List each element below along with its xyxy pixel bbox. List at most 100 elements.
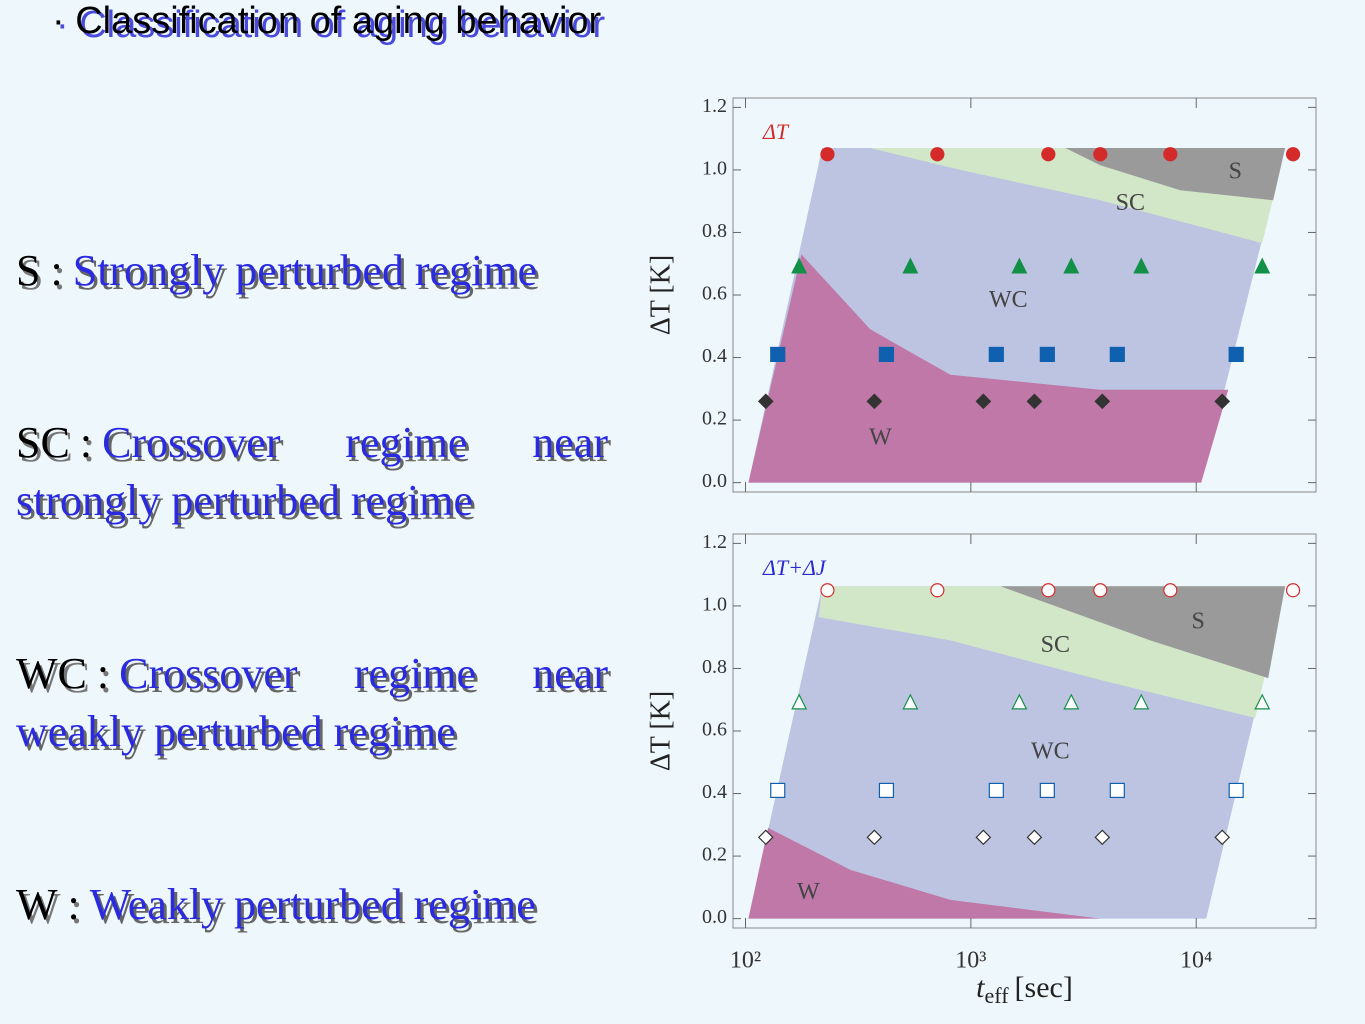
marker xyxy=(1109,346,1125,363)
marker xyxy=(770,346,786,363)
marker xyxy=(820,583,835,598)
marker xyxy=(866,829,883,846)
regime-description: Crossover regime near weakly perturbed r… xyxy=(16,649,608,756)
x-tick-label: 10⁴ xyxy=(1180,948,1212,974)
regime-description: Weakly perturbed regime xyxy=(89,880,536,929)
y-axis-label: ΔT [K] xyxy=(645,255,676,335)
marker xyxy=(988,782,1004,799)
marker xyxy=(1254,693,1271,710)
x-label-main: t xyxy=(976,971,985,1004)
y-tick-label: 0.2 xyxy=(702,408,727,430)
x-label-sub: eff xyxy=(985,983,1010,1008)
y-tick-label: 1.2 xyxy=(702,531,727,553)
y-tick-label: 0.0 xyxy=(702,906,727,928)
y-tick-label: 0.6 xyxy=(702,283,727,305)
marker xyxy=(1093,583,1108,598)
marker xyxy=(866,393,883,410)
regime-code: SC xyxy=(16,418,70,467)
marker xyxy=(1094,393,1111,410)
region-label: SC xyxy=(1116,190,1145,216)
regime-item: W: Weakly perturbed regime xyxy=(16,876,608,934)
marker xyxy=(930,147,945,162)
region-label: WC xyxy=(989,287,1028,313)
y-tick-label: 0.8 xyxy=(702,220,727,242)
marker xyxy=(1026,829,1043,846)
regime-code: WC xyxy=(16,649,87,698)
x-tick-label: 10² xyxy=(730,948,761,974)
marker xyxy=(791,257,808,274)
regime-item: SC: Crossover regime near strongly pertur… xyxy=(16,414,608,530)
marker xyxy=(1011,693,1028,710)
slide-title: · Classification of aging behavior xyxy=(52,0,602,42)
marker xyxy=(1011,257,1028,274)
marker xyxy=(878,782,895,799)
marker xyxy=(1063,693,1080,710)
marker xyxy=(1254,257,1271,274)
x-tick-label: 10³ xyxy=(955,948,986,974)
marker xyxy=(1094,829,1111,846)
regime-region xyxy=(1065,148,1286,201)
marker xyxy=(988,346,1004,363)
marker xyxy=(1133,257,1150,274)
regime-item: S: Strongly perturbed regime xyxy=(16,242,608,300)
regime-description: Strongly perturbed regime xyxy=(72,246,538,295)
marker xyxy=(1285,147,1301,162)
region-label: S xyxy=(1191,609,1204,635)
regime-code: W xyxy=(16,880,58,929)
marker xyxy=(1163,583,1178,598)
marker xyxy=(1039,782,1055,799)
marker xyxy=(757,829,774,846)
marker xyxy=(930,583,945,598)
regime-region xyxy=(748,254,1229,483)
marker xyxy=(1063,257,1080,274)
x-axis-label: teff [sec] xyxy=(976,971,1073,1008)
region-label: W xyxy=(869,424,892,450)
annotation: ΔT xyxy=(762,119,790,144)
y-tick-label: 1.2 xyxy=(702,95,727,117)
marker xyxy=(757,393,774,410)
marker xyxy=(1026,393,1043,410)
region-label: SC xyxy=(1041,632,1070,658)
marker xyxy=(1228,782,1244,799)
separator: : xyxy=(67,880,80,929)
y-tick-label: 0.4 xyxy=(702,781,727,803)
annotation: ΔT+ΔJ xyxy=(762,555,827,580)
region-label: S xyxy=(1229,159,1242,185)
regime-description: Crossover regime near strongly perturbed… xyxy=(16,418,608,525)
marker xyxy=(902,257,919,274)
y-axis-label: ΔT [K] xyxy=(645,691,676,771)
marker xyxy=(1285,583,1301,598)
marker xyxy=(1228,346,1244,363)
separator: : xyxy=(79,418,93,467)
separator: : xyxy=(50,246,63,295)
marker xyxy=(1041,147,1056,162)
marker xyxy=(1133,693,1150,710)
regime-item: WC: Crossover regime near weakly perturbe… xyxy=(16,645,608,761)
regime-code: S xyxy=(16,246,41,295)
y-tick-label: 0.6 xyxy=(702,719,727,741)
y-tick-label: 0.0 xyxy=(702,470,727,492)
separator: : xyxy=(96,649,110,698)
region-label: WC xyxy=(1031,738,1070,764)
y-tick-label: 1.0 xyxy=(702,594,727,616)
region-label: W xyxy=(797,879,820,905)
marker xyxy=(1093,147,1108,162)
marker xyxy=(1214,393,1231,410)
y-tick-label: 0.8 xyxy=(702,656,727,678)
marker xyxy=(770,782,786,799)
marker xyxy=(1041,583,1056,598)
x-label-unit: [sec] xyxy=(1015,971,1073,1004)
regime-region xyxy=(1000,586,1286,679)
marker xyxy=(1039,346,1055,363)
marker xyxy=(1109,782,1125,799)
marker xyxy=(1163,147,1178,162)
marker xyxy=(975,393,992,410)
marker xyxy=(975,829,992,846)
y-tick-label: 0.2 xyxy=(702,844,727,866)
y-tick-label: 0.4 xyxy=(702,345,727,367)
marker xyxy=(820,147,835,162)
y-tick-label: 1.0 xyxy=(702,158,727,180)
regime-region xyxy=(748,827,1101,919)
